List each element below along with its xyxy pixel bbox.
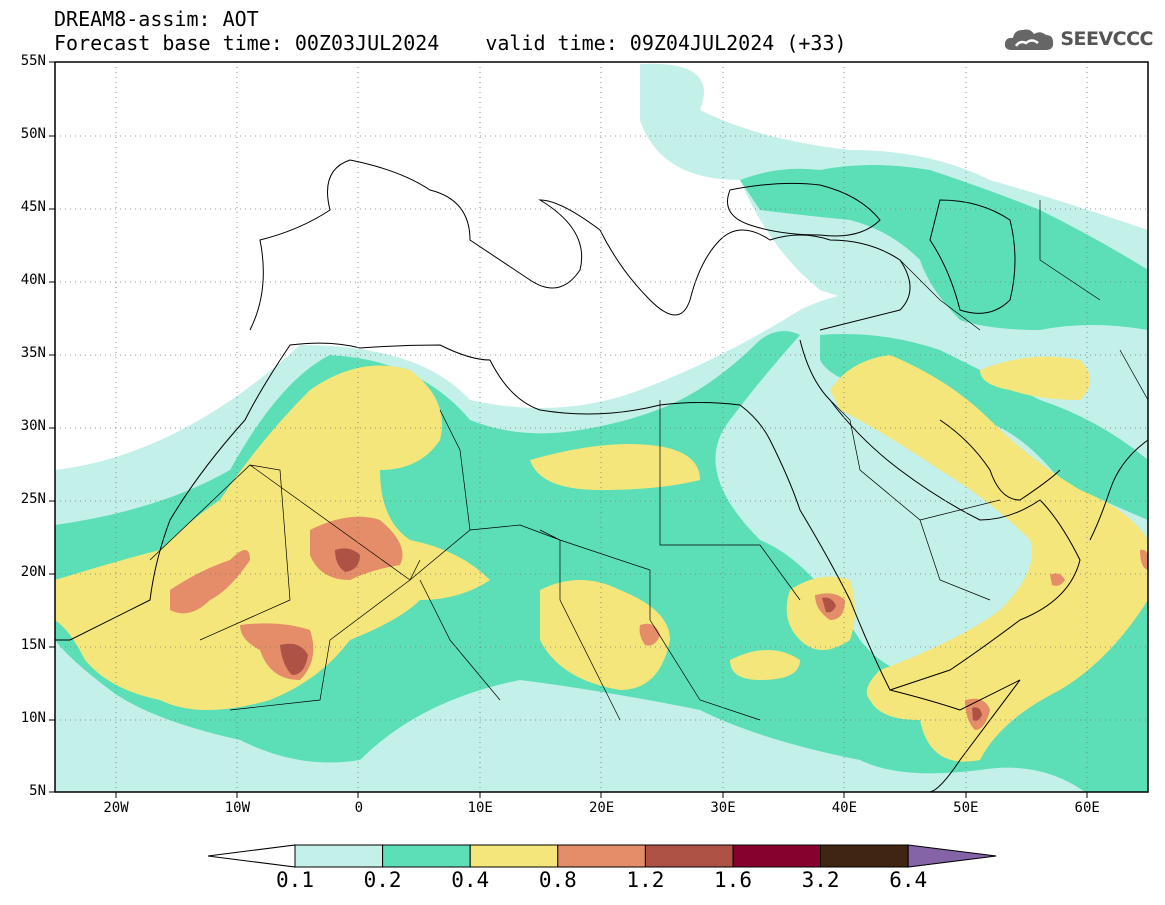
arabia-coastline (799, 339, 1081, 691)
grid-lines (55, 62, 1148, 792)
lat-label: 5N (29, 783, 46, 799)
colorbar-label: 0.2 (363, 868, 402, 892)
colorbar-high-arrow (907, 844, 997, 868)
logo-text: SEEVCCC (1060, 28, 1153, 50)
lat-label: 15N (20, 637, 46, 653)
cloud-icon (1005, 29, 1054, 50)
lon-label: 50E (953, 800, 979, 816)
colorbar-swatch (557, 844, 646, 868)
black-sea-coastline (727, 182, 881, 237)
lon-label: 60E (1074, 800, 1100, 816)
axis-ticks (49, 61, 1088, 798)
aot-contour-1.2 (280, 548, 982, 721)
lon-label: 10E (467, 800, 493, 816)
colorbar-label: 6.4 (889, 868, 928, 892)
lat-label: 45N (20, 199, 46, 215)
lat-label: 25N (20, 491, 46, 507)
lat-label: 35N (20, 345, 46, 361)
aot-field (55, 63, 1148, 792)
lat-label: 55N (20, 53, 46, 69)
aot-contour-0.8 (170, 516, 1148, 730)
valid-time: valid time: 09Z04JUL2024 (+33) (485, 31, 847, 55)
colorbar-label: 3.2 (801, 868, 840, 892)
lat-label: 10N (20, 710, 46, 726)
lat-label: 30N (20, 418, 46, 434)
lon-label: 30E (710, 800, 736, 816)
lon-label: 40E (831, 800, 858, 816)
gulf-coastline (939, 419, 1061, 501)
colorbar-swatch (732, 844, 822, 868)
africa-coastline (55, 342, 1021, 792)
colorbar-label: 0.8 (538, 868, 577, 892)
lat-label: 40N (20, 272, 46, 288)
aot-contour-0.4 (55, 355, 1148, 762)
lat-label: 20N (20, 564, 46, 580)
colorbar-low-arrow (207, 844, 296, 868)
colorbar-label: 1.6 (714, 868, 752, 892)
seevccc-logo: SEEVCCC (1002, 24, 1153, 54)
lat-label: 50N (20, 126, 46, 142)
lon-label: 10W (224, 800, 251, 816)
aot-colorbar (207, 844, 997, 868)
colorbar-swatch (644, 844, 734, 868)
caspian-coastline (929, 199, 1016, 314)
colorbar-swatch (294, 844, 384, 868)
asia-coastline (1089, 439, 1148, 541)
lon-label: 0 (354, 800, 364, 816)
map-outlines (55, 159, 1148, 792)
country-borders (149, 200, 1148, 721)
colorbar-swatch (382, 844, 471, 868)
map-title: DREAM8-assim: AOT (54, 7, 259, 31)
colorbar-swatch (820, 844, 909, 868)
lon-label: 20W (103, 800, 129, 816)
colorbar-label: 0.4 (451, 868, 490, 892)
colorbar-label: 0.1 (276, 868, 314, 892)
europe-coastline (249, 159, 911, 331)
colorbar-swatch (469, 844, 559, 868)
colorbar-label: 1.2 (626, 868, 665, 892)
lon-label: 20E (588, 800, 615, 816)
forecast-times: Forecast base time: 00Z03JUL2024 valid ti… (54, 32, 847, 54)
base-time: Forecast base time: 00Z03JUL2024 (54, 31, 440, 55)
